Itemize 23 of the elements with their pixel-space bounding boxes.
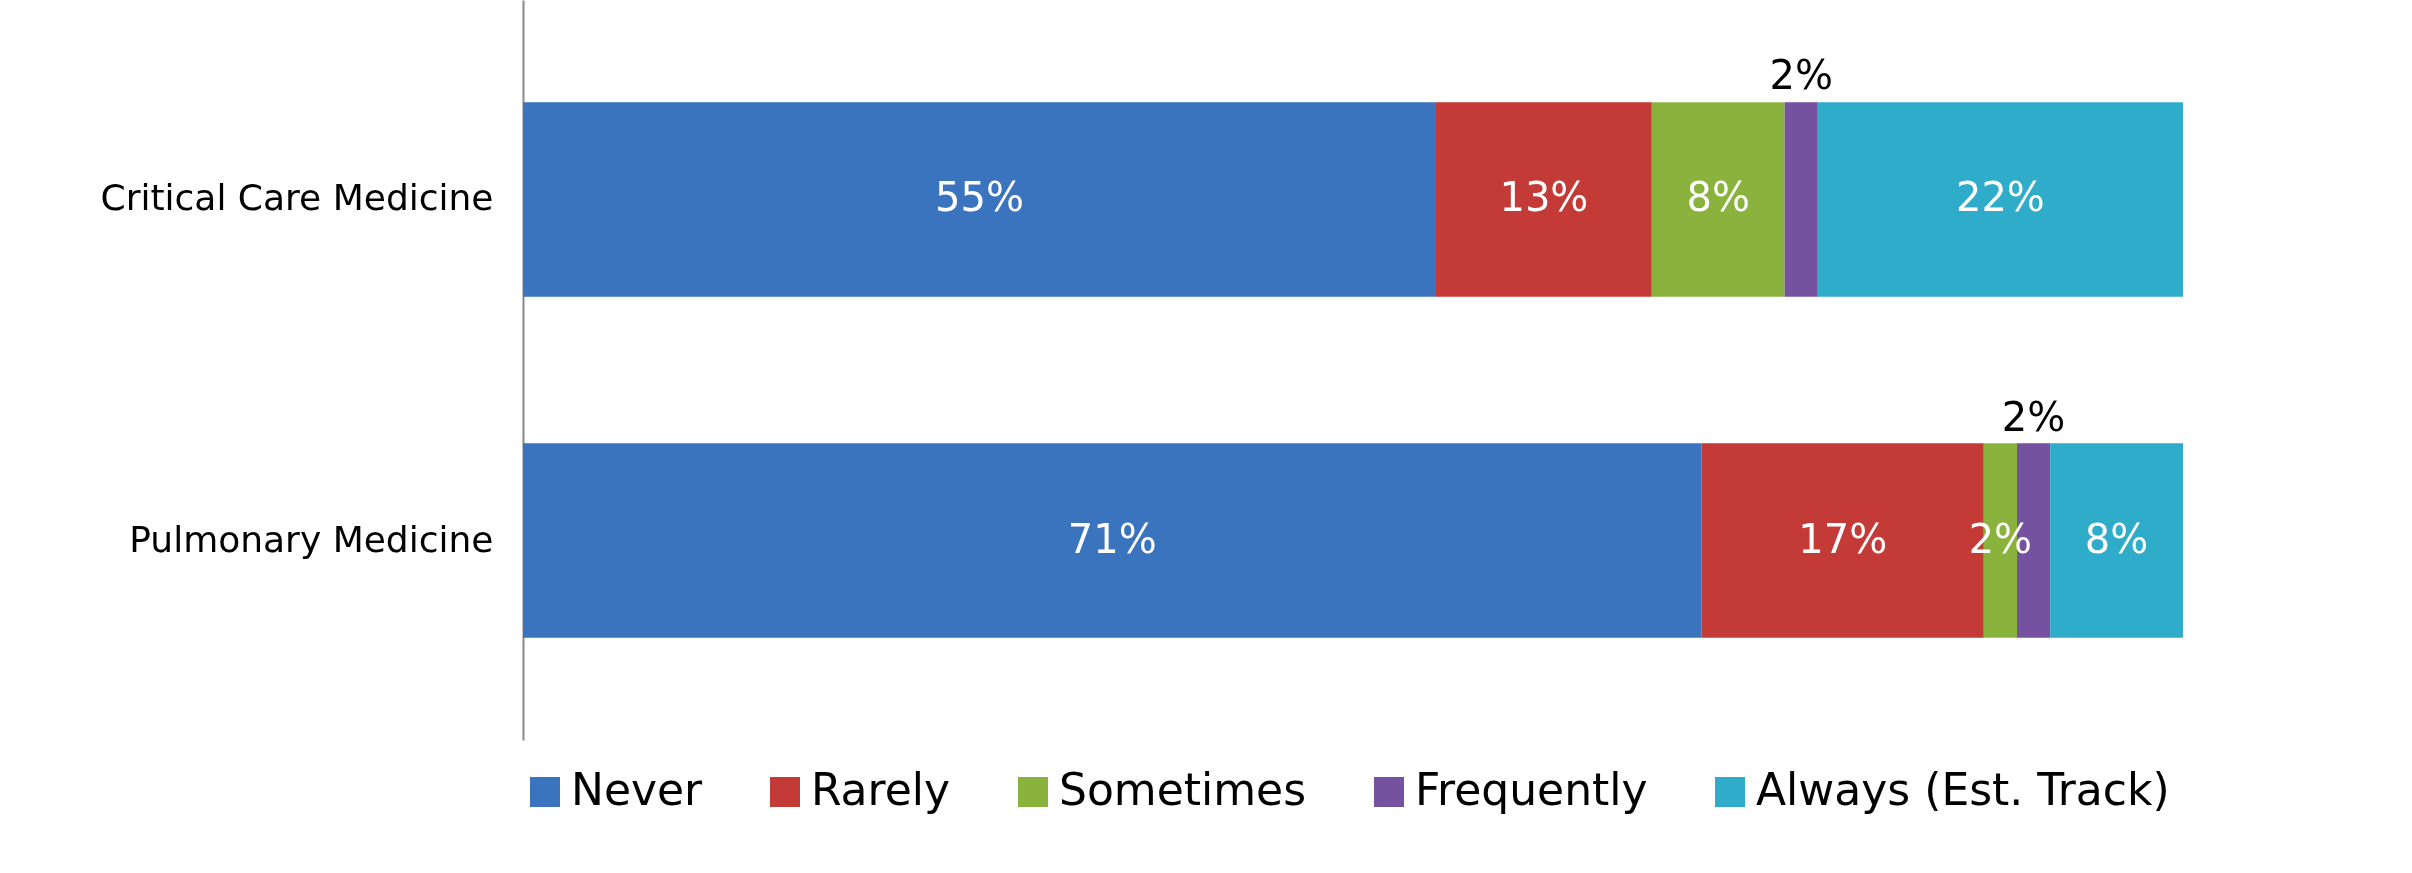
bar xyxy=(1651,102,1785,297)
data-label: 22% xyxy=(1955,174,2045,221)
y-tick-label: Critical Care Medicine xyxy=(100,177,494,219)
legend-label: Always (Est. Track) xyxy=(1756,764,2170,815)
data-label: 71% xyxy=(1067,515,1157,562)
data-label: 8% xyxy=(2084,515,2149,562)
bar xyxy=(1817,102,2183,297)
legend-label: Frequently xyxy=(1415,764,1648,815)
legend-label: Sometimes xyxy=(1059,764,1307,815)
data-label: 13% xyxy=(1499,174,1589,221)
bar xyxy=(523,102,1436,297)
data-label: 2% xyxy=(1769,52,1833,99)
bar xyxy=(523,443,1702,638)
data-label: 2% xyxy=(2001,393,2066,440)
data-label: 17% xyxy=(1798,515,1888,562)
legend-label: Never xyxy=(571,764,704,815)
bar xyxy=(1784,102,1818,297)
data-label: 55% xyxy=(935,174,1024,221)
y-tick-label: Pulmonary Medicine xyxy=(129,518,494,560)
legend-label: Rarely xyxy=(811,764,951,815)
data-label: 8% xyxy=(1686,174,1750,221)
bar xyxy=(1436,102,1652,297)
bar xyxy=(2050,443,2183,638)
